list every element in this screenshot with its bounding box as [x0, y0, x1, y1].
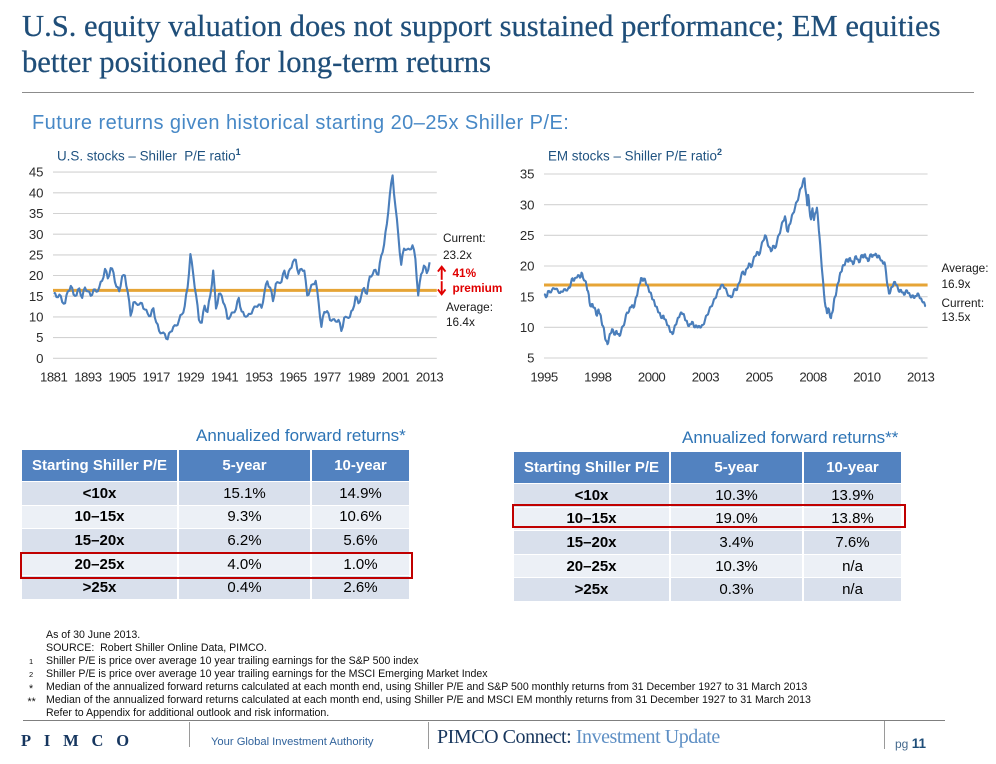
svg-text:1929: 1929 — [177, 370, 205, 385]
svg-text:2001: 2001 — [382, 370, 410, 385]
svg-text:2000: 2000 — [638, 370, 666, 385]
svg-text:25: 25 — [29, 248, 44, 263]
svg-text:35: 35 — [29, 206, 44, 221]
svg-text:15: 15 — [29, 289, 44, 304]
svg-text:10: 10 — [29, 310, 44, 325]
svg-text:1893: 1893 — [74, 370, 102, 385]
svg-text:20: 20 — [29, 268, 44, 283]
svg-text:35: 35 — [520, 167, 535, 182]
svg-text:2005: 2005 — [746, 370, 774, 385]
svg-text:45: 45 — [29, 165, 44, 180]
svg-text:1953: 1953 — [245, 370, 273, 385]
svg-text:30: 30 — [29, 227, 44, 242]
svg-text:40: 40 — [29, 185, 44, 200]
svg-text:10: 10 — [520, 320, 535, 335]
svg-text:1905: 1905 — [108, 370, 136, 385]
svg-text:1995: 1995 — [530, 370, 558, 385]
svg-text:15: 15 — [520, 289, 535, 304]
svg-text:1977: 1977 — [313, 370, 341, 385]
svg-text:1917: 1917 — [143, 370, 171, 385]
svg-text:30: 30 — [520, 197, 535, 212]
svg-text:2013: 2013 — [416, 370, 444, 385]
svg-text:1965: 1965 — [279, 370, 307, 385]
svg-text:1881: 1881 — [40, 370, 68, 385]
svg-text:1998: 1998 — [584, 370, 612, 385]
svg-text:25: 25 — [520, 228, 535, 243]
svg-text:0: 0 — [36, 351, 43, 366]
svg-text:2013: 2013 — [907, 370, 935, 385]
svg-text:5: 5 — [36, 330, 43, 345]
svg-text:20: 20 — [520, 259, 535, 274]
svg-text:2010: 2010 — [853, 370, 881, 385]
svg-text:1989: 1989 — [348, 370, 376, 385]
svg-text:5: 5 — [527, 351, 534, 366]
svg-text:2003: 2003 — [692, 370, 720, 385]
svg-text:1941: 1941 — [211, 370, 239, 385]
svg-text:2008: 2008 — [799, 370, 827, 385]
